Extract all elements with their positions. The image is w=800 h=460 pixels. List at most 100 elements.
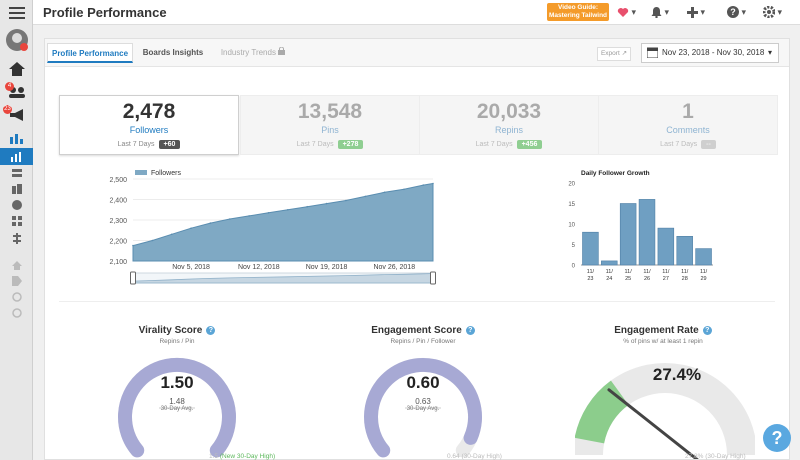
tabs-bar: Profile Performance Boards Insights Indu… bbox=[45, 39, 789, 67]
x-tick-label: 11/ bbox=[587, 269, 595, 275]
megaphone-icon[interactable]: 23 bbox=[0, 104, 33, 126]
data-point bbox=[229, 218, 231, 220]
y-tick-label: 0 bbox=[572, 264, 576, 270]
industry-icon[interactable] bbox=[0, 182, 33, 196]
avatar[interactable] bbox=[0, 27, 33, 53]
x-tick-label: Nov 26, 2018 bbox=[373, 264, 415, 271]
video-guide-line1: Video Guide: bbox=[558, 4, 598, 11]
export-button[interactable]: Export ↗ bbox=[597, 47, 631, 61]
navigator-series bbox=[132, 273, 434, 284]
date-range-label: Nov 23, 2018 - Nov 30, 2018 bbox=[662, 48, 765, 57]
boards-icon[interactable] bbox=[0, 166, 33, 180]
x-tick-label: 11/ bbox=[606, 269, 614, 275]
engagement-score-gauge bbox=[364, 357, 482, 458]
bar bbox=[638, 199, 656, 266]
tab-boards-insights[interactable]: Boards Insights bbox=[142, 48, 204, 57]
gauge-title-text: Engagement Rate bbox=[614, 325, 699, 336]
engagement-score-title: Engagement Score? bbox=[323, 325, 523, 336]
stat-followers[interactable]: 2,478 Followers Last 7 Days +60 bbox=[59, 95, 239, 155]
help-icon[interactable]: ? bbox=[465, 326, 475, 335]
svg-text:?: ? bbox=[730, 7, 736, 17]
engagement-rate-footer: 27.8% (30-Day High) bbox=[685, 453, 746, 460]
engagement-score-avg-label: 30-Day Avg. bbox=[406, 406, 440, 412]
x-tick-label: 11/ bbox=[700, 269, 708, 275]
chevron-down-icon: ▾ bbox=[767, 48, 772, 57]
virality-footer-note: (New 30-Day High) bbox=[219, 453, 276, 460]
engagement-rate-gauge bbox=[575, 363, 755, 459]
x-tick-label: 11/ bbox=[643, 269, 651, 275]
followers-area-chart: 2,500 2,400 2,300 2,200 2,100 Nov 5, 2018 Nov … bbox=[109, 170, 436, 285]
stat-label: Followers bbox=[129, 125, 169, 135]
bar bbox=[619, 203, 637, 266]
engagement-rate-title: Engagement Rate? bbox=[563, 325, 763, 336]
video-guide-button[interactable]: Video Guide: Mastering Tailwind bbox=[547, 3, 609, 21]
notifications-bell-icon[interactable]: ▾ bbox=[651, 4, 669, 20]
virality-value: 1.50 bbox=[160, 373, 194, 392]
timeline-icon[interactable] bbox=[0, 231, 33, 245]
tab-profile-performance[interactable]: Profile Performance bbox=[47, 43, 133, 63]
external-link-icon: ↗ bbox=[621, 50, 628, 57]
virality-gauge bbox=[118, 357, 236, 458]
home-secondary-icon[interactable] bbox=[0, 258, 33, 272]
stat-period: Last 7 Days +60 bbox=[60, 140, 238, 149]
engagement-rate-subtitle: % of pins w/ at least 1 repin bbox=[623, 338, 703, 345]
data-point bbox=[325, 202, 328, 205]
data-point bbox=[432, 182, 434, 185]
data-point bbox=[132, 244, 134, 247]
stat-value: 1 bbox=[682, 100, 694, 123]
section-divider bbox=[59, 301, 775, 302]
engagement-score-value: 0.60 bbox=[406, 373, 440, 392]
home-icon[interactable] bbox=[0, 58, 33, 80]
x-tick-label: Nov 19, 2018 bbox=[306, 264, 348, 271]
date-range-picker[interactable]: Nov 23, 2018 - Nov 30, 2018 ▾ bbox=[641, 43, 779, 63]
circle-icon[interactable] bbox=[0, 306, 33, 320]
gauge-title-text: Virality Score bbox=[138, 325, 203, 336]
y-tick-label: 2,400 bbox=[109, 198, 127, 205]
gauge-fill bbox=[364, 357, 482, 458]
settings-gear-icon[interactable]: ▾ bbox=[763, 4, 782, 20]
heart-menu-icon[interactable]: ▾ bbox=[617, 4, 636, 20]
stat-repins[interactable]: 20,033 Repins Last 7 Days +456 bbox=[419, 95, 599, 155]
x-tick-label: 29 bbox=[701, 276, 707, 282]
data-point bbox=[151, 239, 154, 242]
globe-icon[interactable] bbox=[0, 198, 33, 212]
tab-industry-trends[interactable]: Industry Trends bbox=[213, 43, 293, 63]
bar bbox=[582, 231, 599, 266]
stat-comments[interactable]: 1 Comments Last 7 Days -- bbox=[598, 95, 778, 155]
tag-icon[interactable] bbox=[0, 274, 33, 288]
bar bbox=[695, 248, 712, 266]
grid-icon[interactable] bbox=[0, 214, 33, 228]
tab-industry-trends-label: Industry Trends bbox=[220, 48, 276, 57]
data-point bbox=[209, 222, 212, 224]
left-rail: 4 23 bbox=[0, 0, 33, 460]
analytics-icon[interactable] bbox=[0, 128, 33, 147]
data-point bbox=[190, 227, 192, 229]
history-icon[interactable] bbox=[0, 290, 33, 304]
stat-pins[interactable]: 13,548 Pins Last 7 Days +278 bbox=[240, 95, 420, 155]
hamburger-menu-icon[interactable] bbox=[0, 4, 33, 22]
help-chat-button[interactable]: ? bbox=[763, 424, 791, 452]
data-point bbox=[267, 212, 270, 214]
add-icon[interactable]: ▾ bbox=[687, 4, 705, 20]
bar bbox=[601, 260, 618, 266]
x-tick-label: 11/ bbox=[681, 269, 689, 275]
help-menu-icon[interactable]: ? ▾ bbox=[727, 4, 746, 20]
help-icon[interactable]: ? bbox=[206, 326, 216, 335]
profile-performance-nav-icon[interactable] bbox=[0, 148, 33, 165]
y-tick-label: 15 bbox=[568, 202, 575, 208]
data-point bbox=[383, 191, 386, 194]
engagement-score-subtitle: Repins / Pin / Follower bbox=[390, 338, 456, 345]
virality-avg: 1.48 bbox=[169, 397, 185, 406]
top-bar: Profile Performance Video Guide: Masteri… bbox=[33, 0, 800, 25]
change-chip: +278 bbox=[337, 140, 364, 149]
x-tick-label: Nov 12, 2018 bbox=[238, 264, 280, 271]
y-tick-label: 2,100 bbox=[109, 259, 127, 266]
data-point bbox=[170, 233, 173, 236]
stat-label: Comments bbox=[666, 125, 710, 135]
engagement-rate-value: 27.4% bbox=[652, 365, 702, 384]
help-icon[interactable]: ? bbox=[702, 326, 712, 335]
daily-follower-growth-chart: Daily Follower Growth2015105011/2311/241… bbox=[568, 170, 713, 282]
main-card: Profile Performance Boards Insights Indu… bbox=[44, 38, 790, 460]
team-icon[interactable]: 4 bbox=[0, 81, 33, 103]
data-point bbox=[403, 188, 405, 191]
